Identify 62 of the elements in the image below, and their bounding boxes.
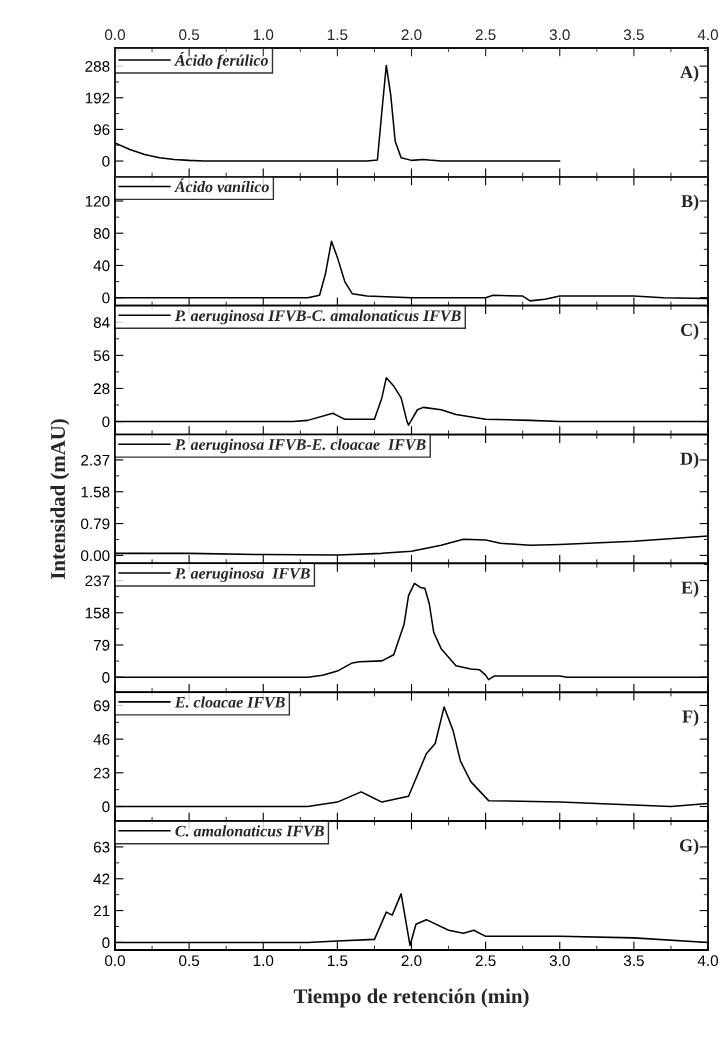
legend-label: E. cloacae IFVB [174, 696, 285, 708]
x2-tick-label: 4.0 [697, 29, 719, 41]
y-tick-label: 28 [93, 383, 110, 395]
y-tick-label: 120 [85, 195, 110, 207]
y-tick-label: 0 [102, 155, 110, 167]
y-tick-label: 63 [93, 841, 110, 853]
legend-label: P. aeruginosa IFVB-C. amalonaticus IFVB [174, 309, 461, 325]
x2-tick-label: 3.5 [623, 29, 644, 41]
legend-label: C. amalonaticus IFVB [175, 825, 324, 837]
y-tick-label: 288 [85, 60, 110, 72]
y-tick-label: 192 [85, 92, 110, 104]
x2-tick-label: 1.5 [327, 29, 348, 41]
y-tick-label: 0 [102, 672, 110, 683]
x-tick-label: 3.0 [549, 955, 570, 967]
y-tick-label: 69 [93, 700, 110, 712]
annotation: E) [681, 581, 699, 598]
x2-tick-label: 2.0 [401, 29, 422, 41]
annotation: F) [682, 709, 699, 727]
y-tick-label: 42 [93, 873, 110, 885]
annotation: C) [680, 323, 699, 340]
y-tick-label: 0.79 [81, 518, 110, 530]
x-tick-label: 1.0 [253, 955, 274, 967]
x-tick-label: 4.0 [697, 955, 719, 967]
y-tick-label: 84 [93, 317, 110, 328]
y-tick-label: 237 [85, 575, 110, 587]
y-tick-label: 23 [93, 767, 110, 779]
y-tick-label: 79 [93, 639, 110, 651]
legend-label: P. aeruginosa IFVB-E. cloacae IFVB [174, 438, 426, 454]
x-tick-label: 0.5 [179, 955, 200, 967]
y-tick-label: 21 [93, 905, 110, 917]
legend-label: Ácido ferúlico [174, 51, 268, 70]
y-tick-label: 158 [85, 607, 110, 619]
y-tick-label: 0 [102, 292, 110, 304]
x2-tick-label: 0.5 [179, 29, 200, 41]
annotation: B) [681, 194, 699, 211]
legend-label: Ácido vanílico [174, 178, 269, 193]
y-tick-label: 80 [93, 228, 110, 239]
legend-label: P. aeruginosa IFVB [174, 567, 310, 582]
x-tick-label: 1.5 [327, 955, 348, 967]
x2-tick-label: 1.0 [253, 29, 274, 41]
x-tick-label: 2.0 [401, 955, 422, 967]
x2-tick-label: 3.0 [549, 29, 570, 41]
x-tick-label: 2.5 [475, 955, 496, 967]
y-tick-label: 96 [93, 124, 110, 136]
x-tick-label: 0.0 [104, 955, 126, 967]
y-axis-title: Intensidad (mAU) [50, 419, 70, 580]
y-tick-label: 40 [93, 260, 110, 272]
annotation: A) [680, 65, 699, 82]
x2-tick-label: 2.5 [475, 29, 496, 41]
x-axis-title: Tiempo de retención (min) [293, 988, 529, 1008]
annotation: G) [679, 838, 699, 856]
annotation: D) [680, 452, 699, 469]
x-tick-label: 3.5 [623, 955, 644, 967]
y-tick-label: 46 [93, 734, 110, 745]
y-tick-label: 56 [93, 350, 110, 362]
y-tick-label: 0 [102, 801, 110, 813]
y-tick-label: 1.58 [81, 486, 110, 498]
y-tick-label: 0 [102, 416, 110, 428]
y-tick-label: 2.37 [81, 454, 110, 466]
y-tick-label: 0 [102, 937, 110, 949]
x2-tick-label: 0.0 [104, 29, 126, 41]
y-tick-label: 0.00 [81, 550, 110, 562]
